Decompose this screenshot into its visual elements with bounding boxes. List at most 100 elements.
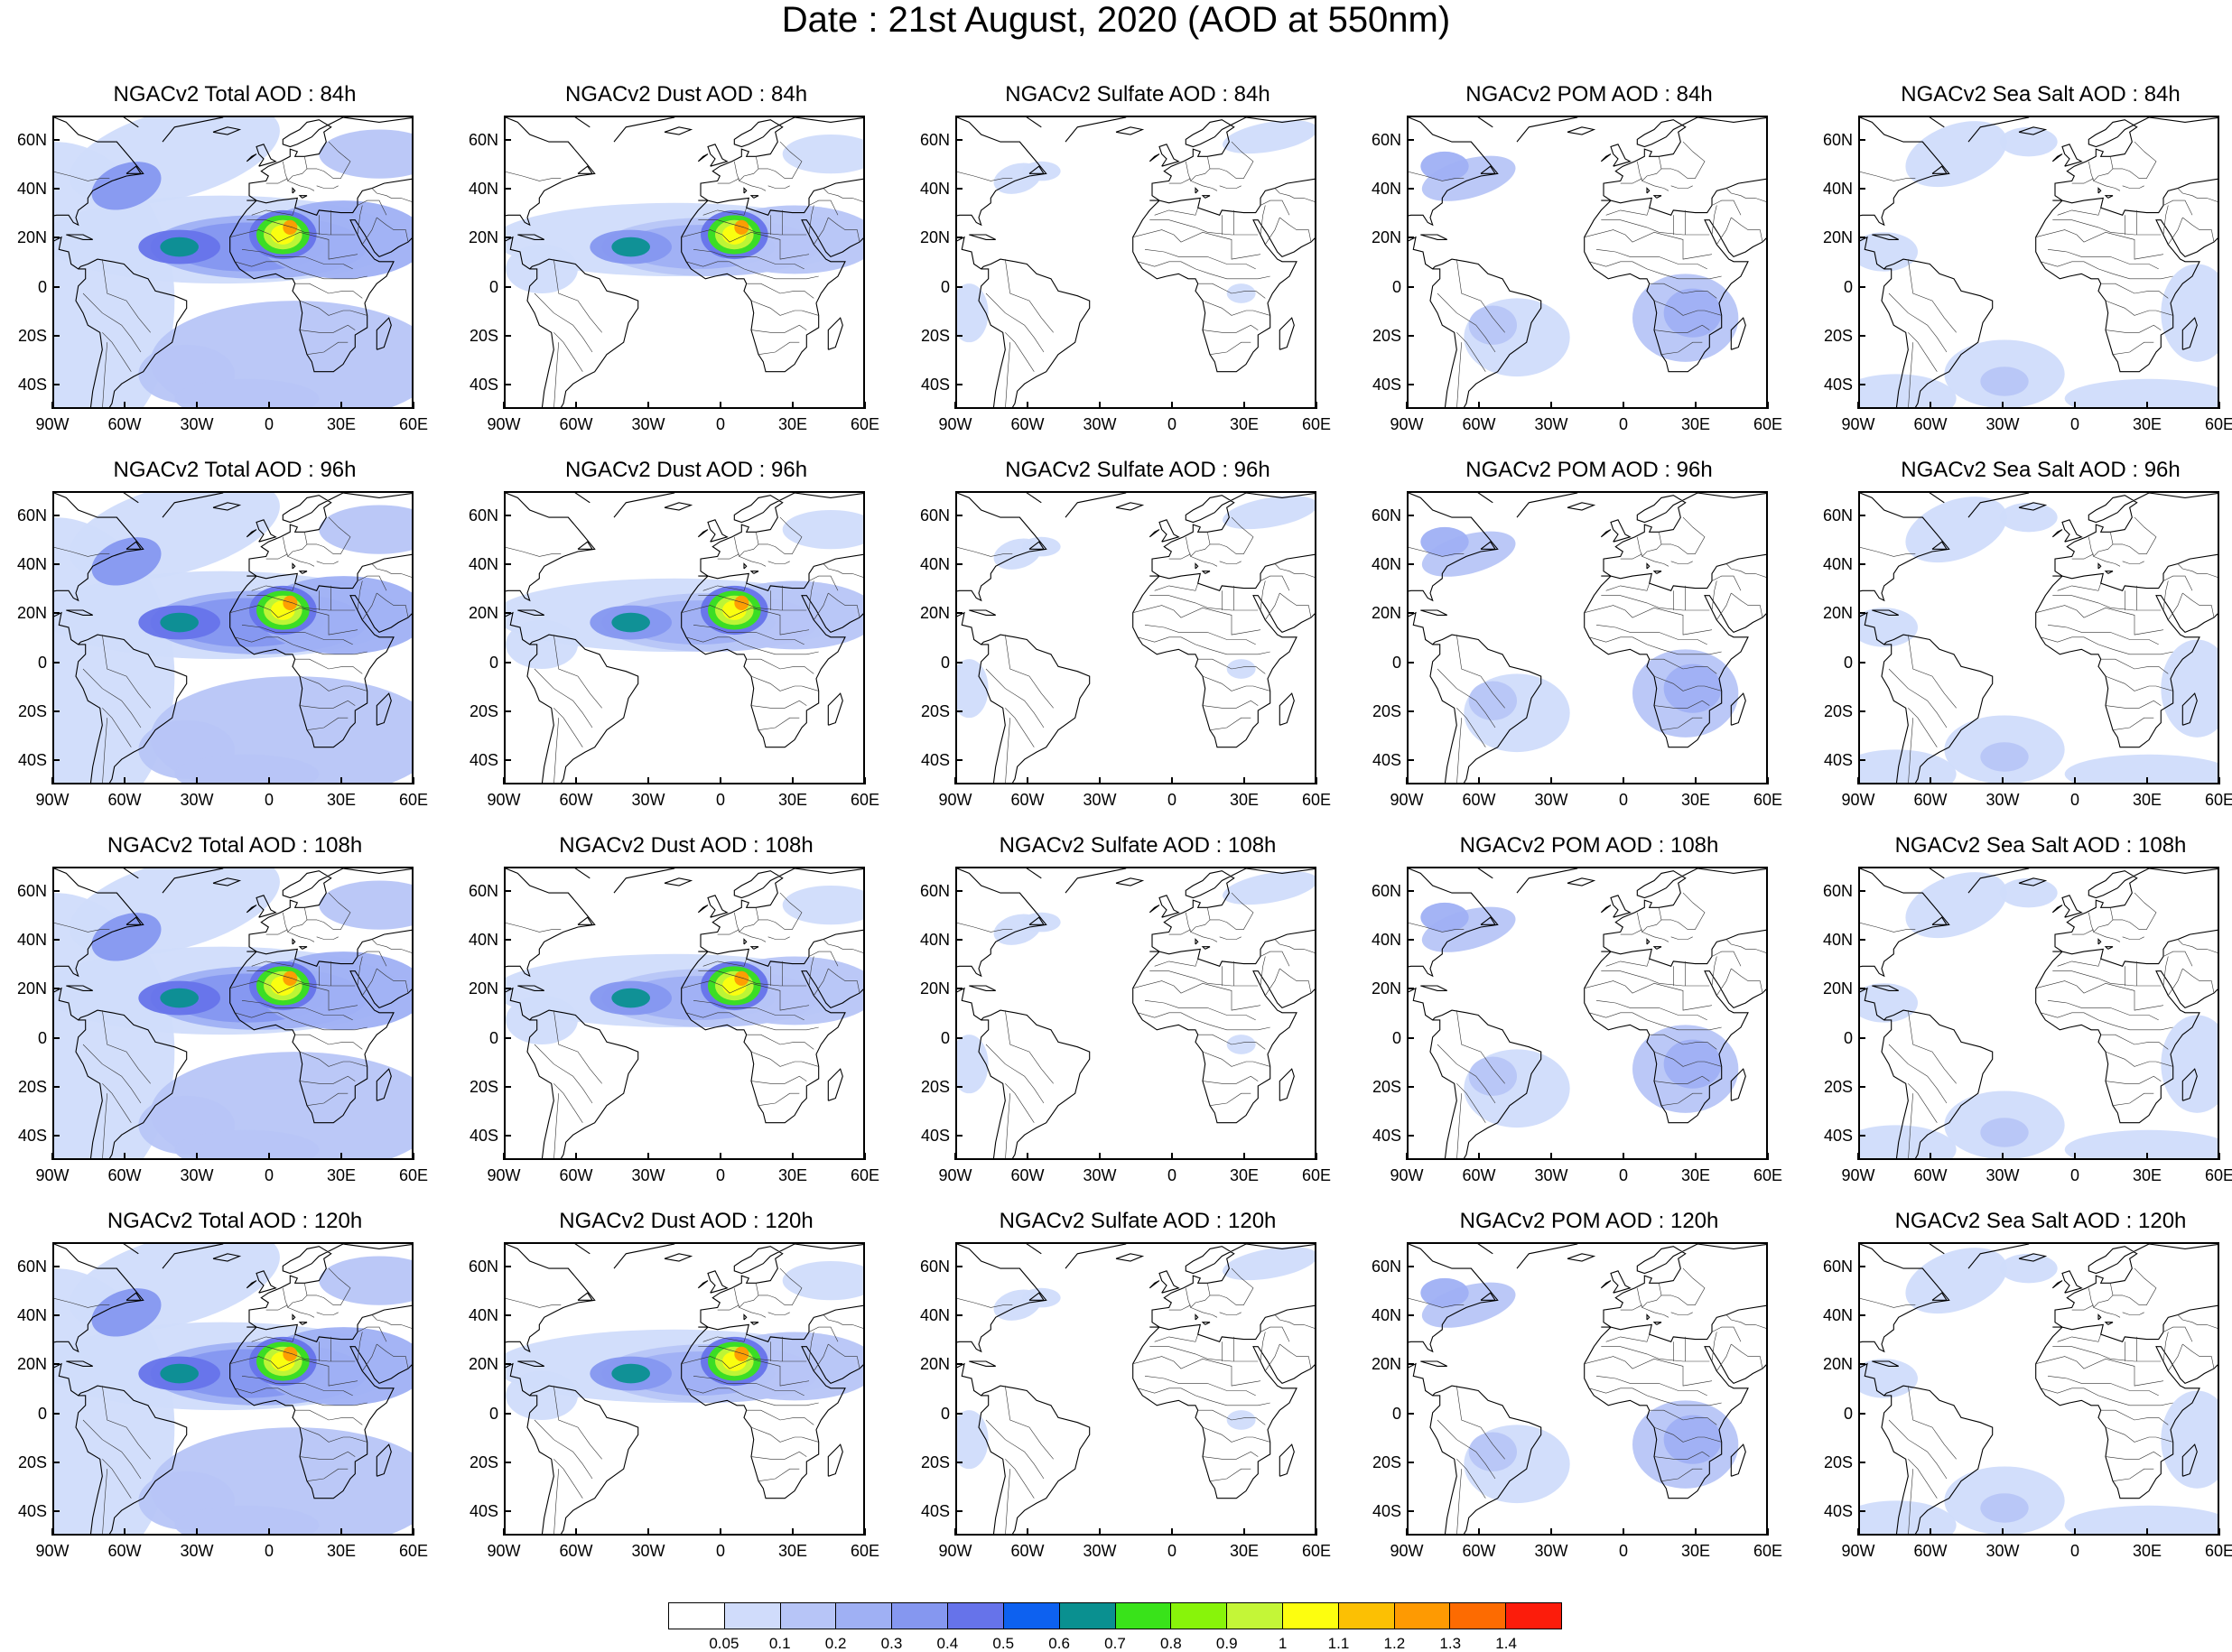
panel-title: NGACv2 Sulfate AOD : 96h xyxy=(1005,458,1270,482)
coastline xyxy=(969,609,996,616)
country-border xyxy=(814,968,829,996)
country-border xyxy=(1190,181,1218,191)
country-border xyxy=(371,939,412,953)
coastline xyxy=(2035,868,2218,1124)
lat-tick-label: 60N xyxy=(16,506,47,525)
lon-tick xyxy=(340,402,342,409)
map-panel-pom-108h: NGACv2 POM AOD : 108h 60N 40N 20N 0 20S 40S 90W… xyxy=(1354,832,1806,1208)
coastline xyxy=(2035,1244,2218,1499)
coastline xyxy=(54,868,188,1158)
lat-tick xyxy=(1407,334,1414,337)
country-border xyxy=(685,636,819,655)
country-border xyxy=(1888,1044,1948,1104)
map-plot-area xyxy=(955,867,1316,1160)
lon-tick-label: 60W xyxy=(107,415,142,433)
lon-tick-label: 60W xyxy=(1462,1542,1496,1560)
lat-tick xyxy=(955,1085,963,1088)
country-border xyxy=(1653,700,1710,709)
country-border xyxy=(1908,1093,1913,1158)
coastline xyxy=(1872,1360,1899,1367)
country-border xyxy=(2071,178,2094,184)
lat-tick xyxy=(1407,285,1414,288)
lat-tick xyxy=(1407,1412,1414,1415)
lat-tick xyxy=(52,383,60,385)
aod-contour-region xyxy=(1980,742,2029,772)
lon-tick-label: 60E xyxy=(850,1542,880,1560)
country-border xyxy=(702,583,747,591)
country-border xyxy=(1144,249,1256,270)
coastline xyxy=(2097,187,2102,194)
lon-tick xyxy=(792,402,794,409)
lat-tick-label: 40S xyxy=(469,1501,498,1520)
country-border xyxy=(693,1376,804,1397)
country-border xyxy=(2047,1000,2159,1021)
lon-tick-label: 30E xyxy=(2132,415,2162,433)
aod-contour-region xyxy=(160,237,199,257)
country-border xyxy=(1588,1387,1722,1406)
country-border xyxy=(808,1332,814,1362)
country-border xyxy=(2177,1314,2218,1329)
lon-tick xyxy=(2218,1153,2220,1160)
lat-tick xyxy=(1858,890,1865,893)
country-border xyxy=(299,1075,356,1084)
country-border xyxy=(1210,141,1254,179)
country-border xyxy=(1168,178,1191,184)
country-border xyxy=(2162,205,2169,236)
country-border xyxy=(758,1092,800,1106)
country-border xyxy=(2105,1075,2162,1084)
country-border xyxy=(246,595,356,611)
country-border xyxy=(739,1307,767,1318)
coastline xyxy=(743,938,748,945)
coastline xyxy=(229,1244,412,1499)
lat-tick-label: 40S xyxy=(920,1501,950,1520)
coastline xyxy=(957,868,1091,1158)
country-border xyxy=(294,658,363,674)
coastline xyxy=(212,126,242,135)
aod-contour-region xyxy=(506,244,578,293)
country-border xyxy=(1197,658,1266,674)
country-border xyxy=(957,922,1013,933)
coastline xyxy=(1115,877,1145,886)
country-border xyxy=(698,219,807,236)
lon-tick xyxy=(1478,1528,1480,1536)
country-border xyxy=(1202,700,1259,709)
country-border xyxy=(102,635,151,709)
coastline xyxy=(1730,1068,1746,1101)
lat-tick xyxy=(1407,1509,1414,1512)
lat-tick xyxy=(1407,1134,1414,1137)
lat-tick xyxy=(52,563,60,566)
country-border xyxy=(1265,592,1280,620)
lat-tick-label: 20S xyxy=(469,1077,498,1096)
lon-tick xyxy=(575,777,577,784)
lat-tick-label: 40N xyxy=(919,555,950,574)
lon-tick xyxy=(720,777,721,784)
aod-contour-region xyxy=(1226,283,1256,303)
lon-tick-label: 30W xyxy=(631,415,665,433)
panel-title: NGACv2 POM AOD : 84h xyxy=(1465,82,1713,107)
lat-tick-label: 0 xyxy=(488,277,498,296)
coastline xyxy=(1420,1360,1447,1367)
country-border xyxy=(1653,324,1710,333)
country-border xyxy=(1456,1093,1462,1158)
lat-tick-label: 20N xyxy=(1371,979,1401,998)
lat-tick-label: 0 xyxy=(488,1404,498,1423)
lon-tick xyxy=(1623,402,1624,409)
country-border xyxy=(2088,156,2114,181)
country-border xyxy=(1661,1267,1706,1305)
lon-tick xyxy=(1099,777,1101,784)
lon-tick xyxy=(1695,402,1697,409)
country-border xyxy=(823,939,863,953)
country-border xyxy=(2177,563,2218,578)
country-border xyxy=(1731,968,1763,994)
lon-tick-label: 60E xyxy=(1301,1542,1332,1560)
country-border xyxy=(506,922,562,933)
country-border xyxy=(693,249,804,270)
lat-tick-label: 20S xyxy=(1823,1452,1853,1471)
coastline xyxy=(697,153,709,162)
map-panel-sulfate-108h: NGACv2 Sulfate AOD : 108h 60N 40N 20N 0 20S 40… xyxy=(903,832,1354,1208)
country-border xyxy=(1653,1451,1710,1460)
lat-tick-label: 40N xyxy=(919,931,950,950)
country-border xyxy=(1197,1034,1266,1050)
country-border xyxy=(1731,592,1763,618)
lon-tick xyxy=(720,402,721,409)
